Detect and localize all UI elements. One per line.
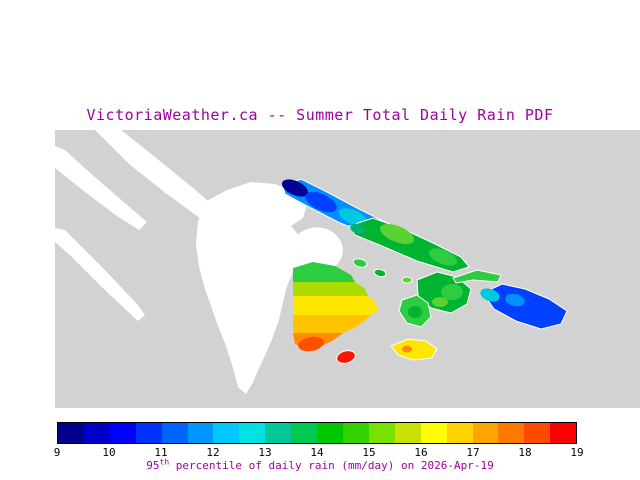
colorbar-segment [135,423,162,443]
caption-prefix: 95 [146,459,160,472]
region-yellow-islet [390,338,438,361]
region-central-orangered-tip [298,336,324,352]
region-east-island-cyan-tip [480,288,500,302]
region-islet-green-1 [352,258,368,268]
caption-superscript: th [159,457,170,467]
colorbar-tick-label: 10 [102,446,116,459]
region-islet-green-3 [401,276,413,284]
region-cluster-b-green [408,306,422,318]
colorbar-segment [472,423,499,443]
colorbar-ticks: 9 10 11 12 13 14 15 16 17 18 19 [53,446,584,459]
colorbar-segment [187,423,214,443]
region-islet-green-2 [373,268,387,278]
land-islet-small [161,168,187,194]
colorbar-segment [291,423,318,443]
colorbar-segment [420,423,447,443]
data-regions [281,178,568,364]
region-thin-green-strip [452,269,502,284]
land-sliver-southwest [55,228,145,321]
colorbar-segment [109,423,136,443]
caption-suffix: percentile of daily rain (mm/day) on 202… [169,459,494,472]
colorbar-tick-label: 15 [362,446,376,459]
region-central-band-green [293,262,355,282]
region-cluster-a-green2 [441,284,463,300]
figure-title: VictoriaWeather.ca -- Summer Total Daily… [86,106,554,124]
colorbar-tick-label: 13 [258,446,272,459]
colorbar-caption: 95th percentile of daily rain (mm/day) o… [0,457,640,472]
colorbar-tick-label: 18 [518,446,532,459]
colorbar-segment [83,423,110,443]
colorbar-segment [498,423,525,443]
colorbar-tick-label: 14 [310,446,324,459]
region-red-islet [336,350,356,364]
colorbar-segment [394,423,421,443]
colorbar-segment [342,423,369,443]
region-mid-chain-bright [380,223,414,245]
region-central-band-gold [293,315,371,333]
region-nw-island-cyan [338,208,368,226]
land-island-north-half [289,227,343,272]
region-mid-chain-green2 [428,248,458,266]
colorbar-segment [213,423,240,443]
region-nw-island-navy-tip [281,179,309,197]
region-cluster-a-bright [432,297,448,307]
land-central-peninsula [196,182,307,394]
colorbar-segment [239,423,266,443]
colorbar-segment [317,423,343,443]
colorbar-segment [368,423,395,443]
colorbar-segment [265,423,292,443]
region-east-island-base [482,283,568,330]
colorbar-segment [58,423,84,443]
region-nw-island-blue [305,191,337,213]
colorbar-segment [524,423,551,443]
colorbar-segment [161,423,188,443]
region-yellow-islet-orange-fleck [402,345,412,353]
colorbar-segment [446,423,473,443]
colorbar-tick-label: 16 [414,446,428,459]
colorbar-segment [550,423,577,443]
colorbar-tick-label: 12 [206,446,220,459]
colorbar-tick-label: 9 [53,446,61,459]
colorbar-tick-label: 19 [570,446,584,459]
colorbar-tick-label: 11 [154,446,168,459]
land-shapes [55,130,343,394]
region-central-band-yellowgreen [293,282,368,296]
region-east-island-skyblue [505,293,525,307]
land-strip-west [55,146,147,230]
region-central-band-yellow [293,296,378,315]
rain-map [55,130,640,408]
colorbar [57,422,577,444]
colorbar-tick-label: 17 [466,446,480,459]
region-mid-chain-teal-tip [350,223,366,235]
